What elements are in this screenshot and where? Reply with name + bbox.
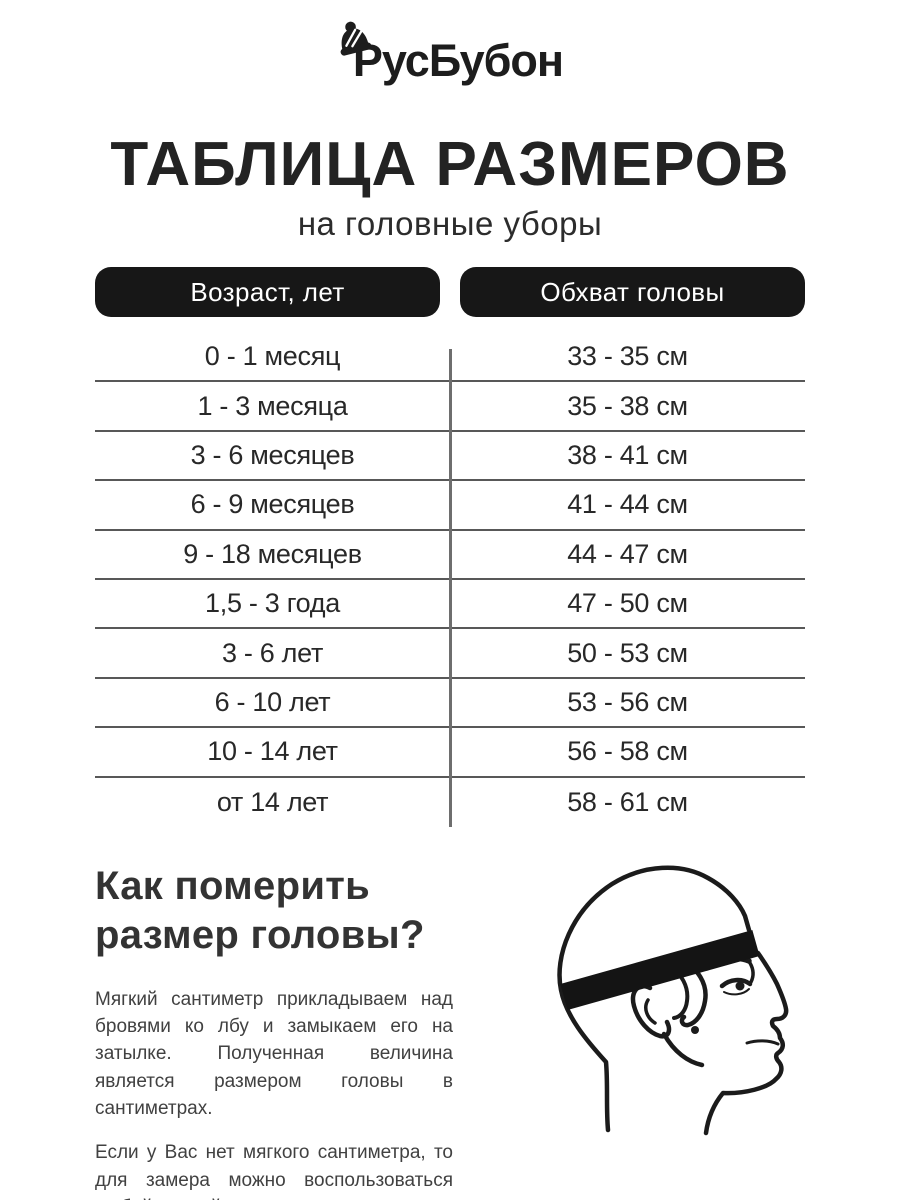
beanie-hat-icon (340, 21, 372, 56)
table-header-row: Возраст, лет Обхват головы (95, 267, 805, 317)
age-cell: от 14 лет (216, 786, 329, 817)
title-block: ТАБЛИЦА РАЗМЕРОВ на головные уборы (0, 134, 900, 243)
how-to-paragraph-1: Мягкий сантиметр прикладываем над бро­вя… (95, 988, 453, 1120)
table-rows: 0 - 1 месяц 33 - 35 см 1 - 3 месяца 35 -… (95, 333, 805, 827)
circumference-cell: 50 - 53 см (567, 637, 688, 668)
age-column-header: Возраст, лет (95, 267, 440, 317)
age-cell: 6 - 9 месяцев (190, 489, 355, 520)
table-row: 3 - 6 месяцев 38 - 41 см (95, 432, 805, 482)
head-profile-measuring-band-illustration (557, 865, 789, 1136)
measuring-band (560, 930, 760, 1010)
circumference-cell: 47 - 50 см (567, 588, 688, 619)
page-subtitle: на головные уборы (297, 205, 603, 242)
table-row: 6 - 10 лет 53 - 56 см (95, 679, 805, 729)
size-table: Возраст, лет Обхват головы 0 - 1 месяц 3… (95, 267, 805, 827)
brand-name: РусБубон (352, 35, 564, 86)
circumference-column-header: Обхват головы (460, 267, 805, 317)
table-body: 0 - 1 месяц 33 - 35 см 1 - 3 месяца 35 -… (95, 333, 805, 827)
how-to-measure-section: Как померить размер головы? Мягкий санти… (95, 862, 453, 1200)
age-cell: 3 - 6 месяцев (190, 439, 355, 470)
age-cell: 6 - 10 лет (214, 686, 331, 717)
circumference-cell: 44 - 47 см (567, 538, 688, 569)
circumference-cell: 41 - 44 см (567, 489, 688, 520)
column-divider-line (449, 349, 452, 827)
age-cell: 0 - 1 месяц (204, 341, 341, 372)
age-cell: 3 - 6 лет (221, 637, 324, 668)
age-cell: 1 - 3 месяца (197, 390, 348, 421)
age-cell: 10 - 14 лет (207, 736, 338, 767)
circumference-cell: 35 - 38 см (567, 390, 688, 421)
how-to-heading: Как померить размер головы? (95, 864, 425, 957)
page-title: ТАБЛИЦА РАЗМЕРОВ (110, 130, 790, 199)
circumference-cell: 53 - 56 см (567, 686, 688, 717)
circumference-cell: 58 - 61 см (567, 786, 688, 817)
age-cell: 9 - 18 месяцев (183, 538, 362, 569)
circumference-cell: 33 - 35 см (567, 341, 688, 372)
table-row: от 14 лет 58 - 61 см (95, 778, 805, 827)
circumference-cell: 38 - 41 см (567, 439, 688, 470)
how-to-paragraph-2: Если у Вас нет мягкого сантиметра, то дл… (95, 1142, 453, 1200)
circumference-cell: 56 - 58 см (567, 736, 688, 767)
age-cell: 1,5 - 3 года (205, 588, 340, 619)
brand-logo: РусБубон (0, 21, 900, 88)
